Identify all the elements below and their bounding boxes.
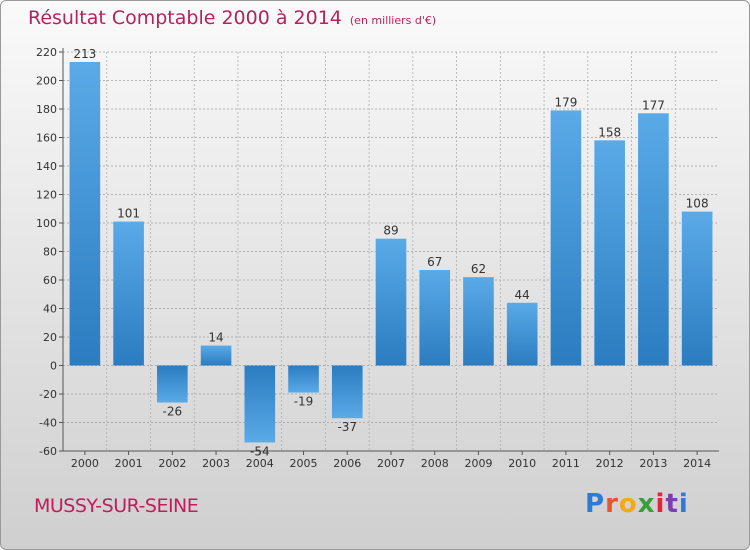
value-label-2001: 101 xyxy=(117,207,140,221)
y-tick-label: 180 xyxy=(36,103,57,116)
bar-2009 xyxy=(463,277,494,366)
y-tick-label: 220 xyxy=(36,46,57,59)
y-tick-label: 60 xyxy=(43,274,57,287)
logo-letter: P xyxy=(585,489,606,519)
value-label-2004: -54 xyxy=(250,444,270,458)
value-label-2009: 62 xyxy=(471,262,486,276)
value-label-2012: 158 xyxy=(598,125,621,139)
value-label-2013: 177 xyxy=(642,98,665,112)
y-tick-label: 20 xyxy=(43,331,57,344)
y-tick-label: 80 xyxy=(43,246,57,259)
value-label-2002: -26 xyxy=(163,405,183,419)
y-tick-label: 100 xyxy=(36,217,57,230)
y-tick-label: 160 xyxy=(36,132,57,145)
x-tick-label-2005: 2005 xyxy=(290,457,318,470)
x-tick-label-2013: 2013 xyxy=(639,457,667,470)
logo-letter: t xyxy=(665,489,679,519)
y-tick-label: 140 xyxy=(36,160,57,173)
x-tick-label-2011: 2011 xyxy=(552,457,580,470)
x-tick-label-2010: 2010 xyxy=(508,457,536,470)
value-label-2007: 89 xyxy=(383,224,398,238)
bar-2011 xyxy=(550,110,582,366)
bar-2001 xyxy=(113,221,144,366)
bar-2005 xyxy=(288,365,319,393)
y-tick-label: 40 xyxy=(43,303,57,316)
x-tick-label-2001: 2001 xyxy=(115,457,143,470)
y-tick-label: 0 xyxy=(50,360,57,373)
axes xyxy=(59,48,719,455)
y-tick-label: -20 xyxy=(39,388,57,401)
x-tick-label-2012: 2012 xyxy=(596,457,624,470)
x-tick-label-2002: 2002 xyxy=(158,457,186,470)
bar-2006 xyxy=(331,365,363,419)
y-tick-label: 200 xyxy=(36,75,57,88)
y-tick-label: -60 xyxy=(39,445,57,458)
bars xyxy=(69,61,713,443)
town-name: MUSSY-SUR-SEINE xyxy=(34,495,199,517)
bar-2013 xyxy=(638,113,669,366)
value-label-2011: 179 xyxy=(554,95,577,109)
x-tick-label-2003: 2003 xyxy=(202,457,230,470)
value-label-2008: 67 xyxy=(427,255,442,269)
chart-subtitle: (en milliers d'€) xyxy=(349,14,437,27)
bar-2007 xyxy=(375,238,407,366)
value-label-2006: -37 xyxy=(337,420,357,434)
value-label-2003: 14 xyxy=(208,331,223,345)
value-label-2005: -19 xyxy=(294,395,314,409)
value-label-2014: 108 xyxy=(686,197,709,211)
logo-letter: i xyxy=(678,489,689,519)
bar-2002 xyxy=(157,365,188,403)
value-label-2000: 213 xyxy=(73,47,96,61)
bar-2004 xyxy=(244,365,276,443)
x-tick-label-2009: 2009 xyxy=(464,457,492,470)
logo-letter: i xyxy=(655,489,666,519)
x-tick-label-2007: 2007 xyxy=(377,457,405,470)
logo-letter: o xyxy=(618,489,638,519)
bar-2010 xyxy=(506,302,538,366)
bar-2014 xyxy=(681,211,713,366)
proxiti-logo: Proxiti xyxy=(585,489,689,519)
y-tick-label: -40 xyxy=(39,417,57,430)
x-tick-label-2006: 2006 xyxy=(333,457,361,470)
bar-2012 xyxy=(594,140,625,366)
bar-2000 xyxy=(69,61,101,366)
x-tick-label-2004: 2004 xyxy=(246,457,274,470)
chart-title-text: Résultat Comptable 2000 à 2014 xyxy=(28,7,342,29)
x-tick-label-2008: 2008 xyxy=(421,457,449,470)
logo-letter: r xyxy=(605,489,619,519)
chart-title: Résultat Comptable 2000 à 2014 (en millie… xyxy=(28,7,436,29)
y-tick-label: 120 xyxy=(36,189,57,202)
x-tick-label-2014: 2014 xyxy=(683,457,711,470)
bar-2008 xyxy=(419,270,451,366)
bar-2003 xyxy=(200,345,232,366)
grid-lines xyxy=(63,51,719,452)
labels: -60 -40 -20 0 20 40 60 80 100 120 140 160 180 200 220 2… xyxy=(36,46,711,470)
value-label-2010: 44 xyxy=(515,288,530,302)
logo-letter: x xyxy=(637,489,656,519)
x-tick-label-2000: 2000 xyxy=(71,457,99,470)
